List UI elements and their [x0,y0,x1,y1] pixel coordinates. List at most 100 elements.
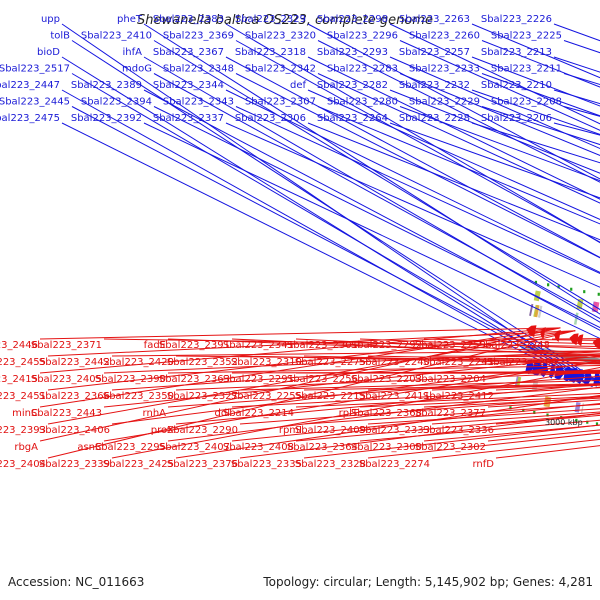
callout-line [225,23,600,244]
tick-mark [534,280,538,284]
forward-gene-label: Sbal223_2410 [81,31,152,42]
reverse-gene-label: Sbal223_2390 [95,374,166,385]
forward-gene-label: Sbal223_2475 [0,113,60,124]
callout-line [399,40,600,131]
forward-gene-label: Sbal223_2298 [317,14,388,25]
forward-gene-label: Sbal223_2296 [327,31,398,42]
forward-gene-label: Sbal223_2447 [0,80,60,91]
reverse-gene-label: Sbal223_2241 [423,357,494,368]
forward-gene-label: Sbal223_2348 [163,64,234,75]
callout-line [295,338,600,354]
tick-mark [522,408,525,412]
forward-gene-label: Sbal223_2392 [71,113,142,124]
callout-line [167,375,600,408]
callout-line [303,403,600,425]
reverse-gene-label: Sbal223_2446 [0,340,38,351]
reverse-gene-label: rnhA [143,408,167,419]
forward-gene-label: Sbal223_2210 [481,80,552,91]
reverse-gene-label: Sbal223_2352 [167,357,238,368]
forward-gene-labels: upp tolB bioD Sbal223_2517 Sbal223_2447 Sbal2… [0,14,562,124]
forward-gene-label: Sbal223_2342 [245,64,316,75]
callout-line [359,338,600,350]
reverse-gene-label: Sbal223_2451 [0,391,46,402]
feature-tracks [509,280,600,426]
forward-gene-label: Sbal223_2213 [481,47,552,58]
reverse-gene-label: Sbal223_2443 [31,408,102,419]
forward-gene-label: Sbal223_2228 [399,113,470,124]
reverse-gene-label: Sbal223_2295 [95,442,166,453]
callout-line [307,23,600,180]
forward-gene-label: Sbal223_2263 [399,14,470,25]
callout-line [235,73,600,259]
forward-gene-label: upp [41,14,60,25]
reverse-gene-label: fadE [144,340,166,351]
forward-gene-label: Sbal223_2320 [245,31,316,42]
feature-block [537,305,543,318]
reverse-gene-label: Sbal223_2248 [479,340,550,351]
callout-line [367,432,600,459]
tick-mark [597,292,600,296]
reverse-gene-label: Sbal223_2328 [295,459,366,470]
forward-gene-label: Sbal223_2394 [81,97,152,108]
callout-line [225,122,600,288]
reverse-gene-label: Sbal223_2412 [423,391,494,402]
callout-line [39,327,561,374]
callout-line [235,106,600,274]
callout-line [175,383,600,425]
callout-line [39,327,561,340]
feature-block [574,402,581,413]
reverse-gene-label: Sbal223_2214 [223,408,294,419]
reverse-gene-label: Sbal223_2364 [287,442,358,453]
callout-line [47,330,576,425]
reverse-gene-label: Sbal223_2393 [0,425,46,436]
reverse-gene-label: Sbal223_2408 [223,442,294,453]
callout-line [303,355,600,364]
reverse-gene-label: Sbal223_2255 [231,391,302,402]
callout-line [61,56,593,388]
reverse-gene-label: Sbal223_2411 [359,391,430,402]
forward-gene-label: Sbal223_2282 [317,80,388,91]
map-title: Shewanella baltica OS223, complete genom… [137,13,433,28]
callout-line [563,40,600,54]
forward-gene-label: Sbal223_2257 [399,47,470,58]
reverse-gene-label: rbgA [14,442,38,453]
forward-gene-label: Sbal223_2389 [71,80,142,91]
callout-line [317,106,600,225]
reverse-gene-label: Sbal223_2335 [231,459,302,470]
reverse-gene-label: Sbal223_2301 [287,340,358,351]
reverse-gene-label: Sbal223_2405 [31,374,102,385]
callout-line [431,411,600,425]
forward-gene-label: Sbal223_2329 [235,14,306,25]
forward-gene-label: Sbal223_2233 [409,64,480,75]
forward-gene-label: Sbal223_2280 [327,97,398,108]
callout-line [143,89,600,331]
callout-line [71,106,600,385]
reverse-gene-label: Sbal223_2391 [159,340,230,351]
callout-line [153,106,600,329]
reverse-gene-label: Sbal223_2371 [31,340,102,351]
tick-mark [586,420,589,424]
tick-mark [546,413,549,417]
reverse-gene-label: Sbal223_2363 [159,374,230,385]
callout-line [423,397,600,408]
forward-gene-label: Sbal223_2211 [491,64,562,75]
callout-line [389,56,600,150]
reverse-gene-label: minC [12,408,38,419]
forward-gene-label: Sbal223_2229 [409,97,480,108]
topology-label: Topology: circular; Length: 5,145,902 bp… [262,575,593,589]
callout-line [423,338,600,345]
tick-mark [547,283,550,287]
forward-gene-label: Sbal223_2260 [409,31,480,42]
callout-line [389,89,600,174]
reverse-gene-label: Sbal223_2291 [223,374,294,385]
callout-line [307,122,600,241]
reverse-gene-label: Sbal223_2425 [103,459,174,470]
callout-line [111,366,600,459]
forward-gene-label: Sbal223_2306 [235,113,306,124]
reverse-gene-label: Sbal223_2290 [167,425,238,436]
forward-gene-label: Sbal223_2232 [399,80,470,91]
reverse-gene-label: Sbal223_2415 [0,374,38,385]
callout-line [399,106,600,182]
reverse-gene-callouts [39,327,600,459]
